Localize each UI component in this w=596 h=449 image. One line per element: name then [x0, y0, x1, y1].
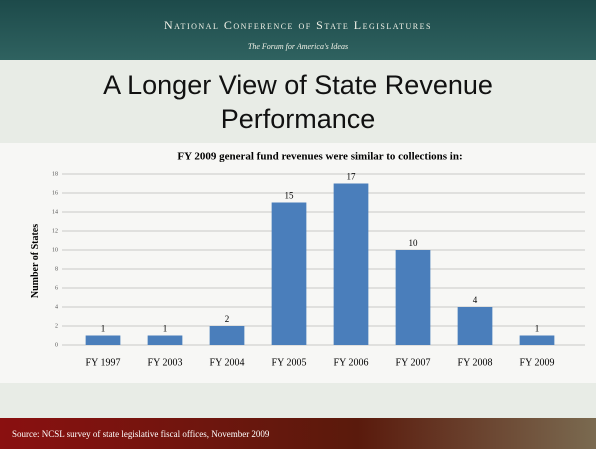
- org-name: National Conference of State Legislature…: [0, 18, 596, 33]
- data-label: 17: [347, 172, 357, 182]
- y-tick-label: 18: [52, 171, 58, 177]
- bar: [396, 250, 431, 345]
- slide: National Conference of State Legislature…: [0, 0, 596, 449]
- x-tick-label: FY 2003: [148, 357, 183, 368]
- tagline: The Forum for America's Ideas: [0, 42, 596, 51]
- y-tick-label: 0: [55, 342, 58, 348]
- y-tick-label: 14: [52, 209, 58, 215]
- data-label: 4: [473, 295, 478, 305]
- chart-title: FY 2009 general fund revenues were simil…: [177, 151, 462, 163]
- y-tick-label: 8: [55, 266, 58, 272]
- data-label: 1: [101, 324, 106, 334]
- data-label: 15: [285, 191, 295, 201]
- data-label: 1: [535, 324, 540, 334]
- x-tick-label: FY 2006: [334, 357, 369, 368]
- slide-title: A Longer View of State Revenue Performan…: [60, 68, 536, 136]
- y-tick-label: 10: [52, 247, 58, 253]
- data-label: 10: [409, 238, 419, 248]
- bar: [86, 336, 121, 346]
- header-banner: National Conference of State Legislature…: [0, 0, 596, 60]
- bar: [210, 326, 245, 345]
- x-tick-label: FY 1997: [86, 357, 121, 368]
- data-label: 1: [163, 324, 168, 334]
- bar: [272, 203, 307, 346]
- y-tick-label: 2: [55, 323, 58, 329]
- data-label: 2: [225, 314, 230, 324]
- bar: [334, 184, 369, 346]
- x-tick-label: FY 2004: [210, 357, 245, 368]
- y-tick-label: 6: [55, 285, 58, 291]
- x-tick-label: FY 2009: [520, 357, 555, 368]
- y-tick-label: 12: [52, 228, 58, 234]
- bar: [148, 336, 183, 346]
- bar: [520, 336, 555, 346]
- y-tick-label: 4: [55, 304, 58, 310]
- x-tick-label: FY 2005: [272, 357, 307, 368]
- x-tick-label: FY 2007: [396, 357, 431, 368]
- y-axis-label: Number of States: [30, 224, 41, 298]
- chart: FY 2009 general fund revenues were simil…: [0, 143, 596, 383]
- y-tick-label: 16: [52, 190, 58, 196]
- bar: [458, 307, 493, 345]
- source-note: Source: NCSL survey of state legislative…: [12, 429, 269, 439]
- footer: Source: NCSL survey of state legislative…: [0, 418, 596, 449]
- x-tick-label: FY 2008: [458, 357, 493, 368]
